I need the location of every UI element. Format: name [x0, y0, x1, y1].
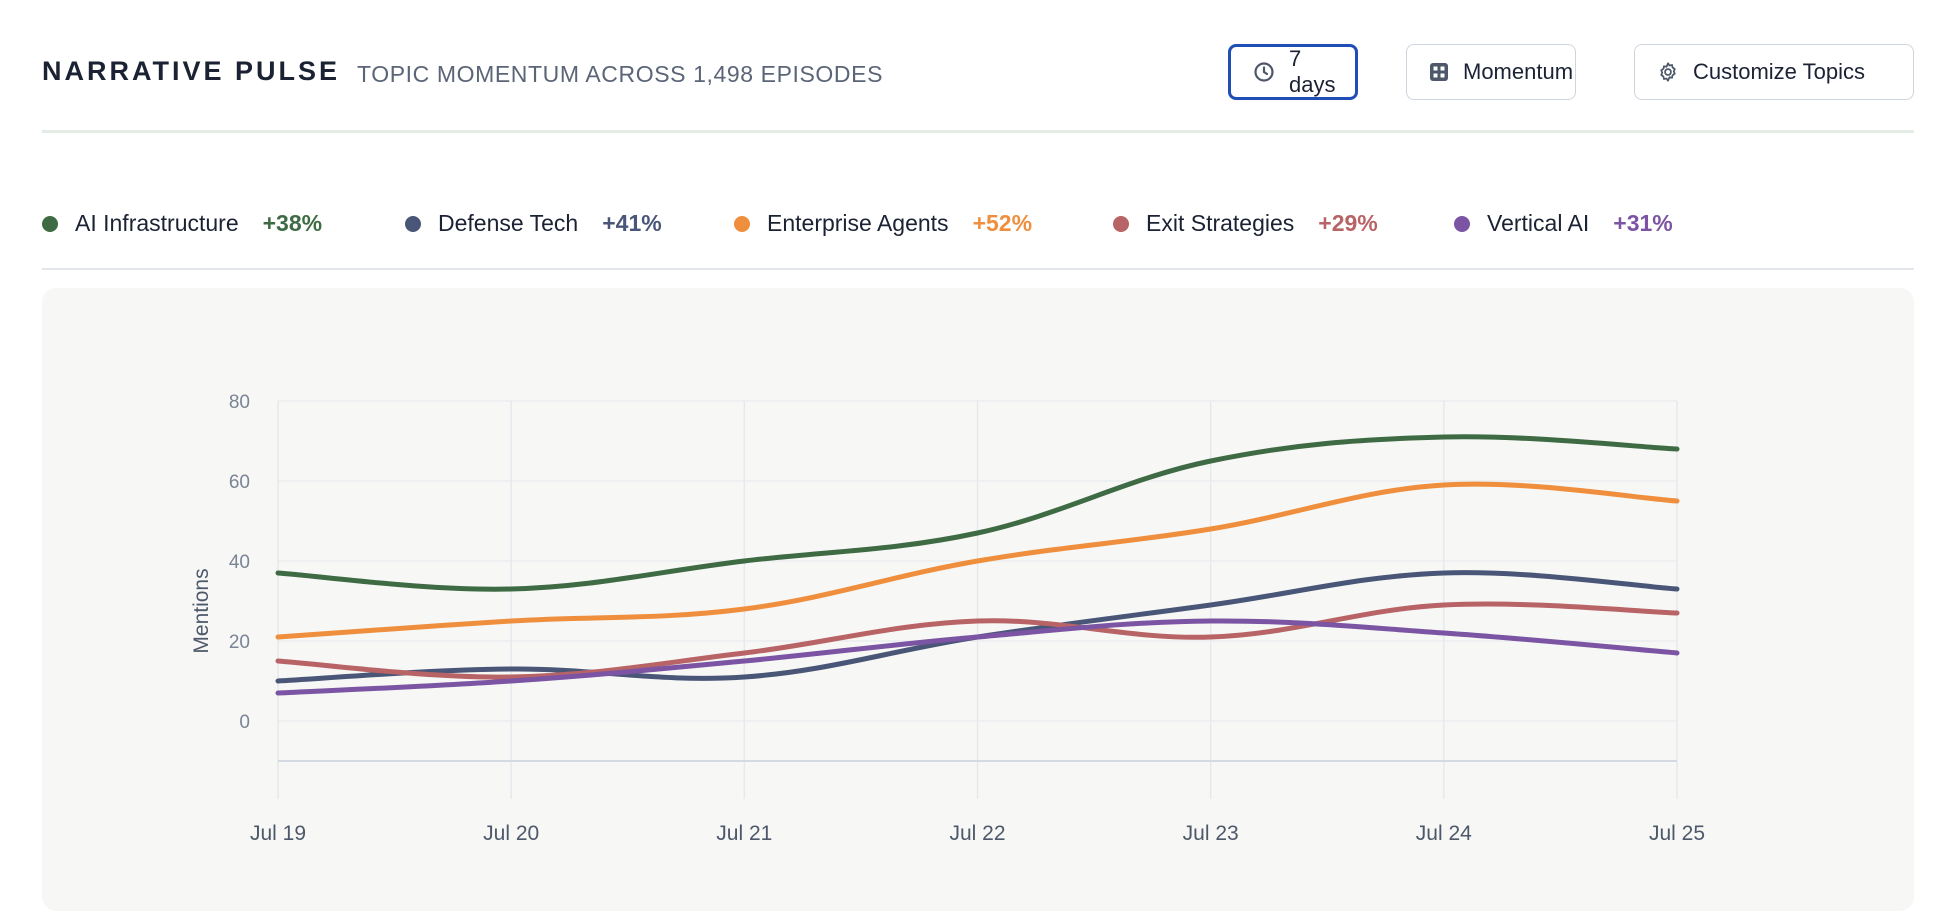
- legend-item-enterprise-agents[interactable]: Enterprise Agents +52%: [734, 210, 1032, 237]
- customize-topics-label: Customize Topics: [1693, 59, 1865, 84]
- y-tick-label: 20: [229, 632, 250, 653]
- range-button-label: 7 days: [1289, 46, 1336, 97]
- legend-dot: [42, 215, 58, 232]
- legend-change: +52%: [972, 210, 1033, 236]
- x-tick-label: Jul 23: [1183, 822, 1239, 845]
- y-tick-label: 0: [239, 712, 250, 733]
- legend-label: Vertical AI: [1487, 210, 1590, 236]
- series-line-enterprise-agents: [275, 481, 1680, 640]
- legend-dot: [1454, 215, 1470, 232]
- x-tick-label: Jul 19: [250, 822, 306, 845]
- legend-change: +29%: [1318, 210, 1378, 236]
- x-tick-label: Jul 24: [1416, 822, 1472, 845]
- page-subtitle: TOPIC MOMENTUM ACROSS 1,498 EPISODES: [357, 61, 884, 87]
- legend-dot: [1113, 215, 1129, 232]
- x-tick-label: Jul 25: [1649, 822, 1705, 845]
- legend-dot: [405, 215, 421, 232]
- chart-legend: AI Infrastructure +38% Defense Tech +41%…: [42, 196, 1914, 270]
- page-title: NARRATIVE PULSE: [42, 56, 341, 86]
- y-tick-label: 80: [229, 392, 250, 413]
- legend-change: +38%: [262, 210, 323, 236]
- legend-label: AI Infrastructure: [75, 210, 239, 236]
- customize-topics-button[interactable]: Customize Topics: [1634, 44, 1914, 100]
- momentum-button-label: Momentum: [1463, 59, 1574, 84]
- grid-icon: [1430, 63, 1448, 81]
- legend-label: Defense Tech: [438, 210, 579, 236]
- series-line-ai-infrastructure: [275, 434, 1680, 592]
- legend-change: +41%: [602, 210, 662, 236]
- y-tick-label: 60: [229, 472, 250, 493]
- legend-label: Exit Strategies: [1146, 210, 1295, 236]
- legend-item-exit-strategies[interactable]: Exit Strategies +29%: [1113, 210, 1378, 237]
- series-line-vertical-ai: [275, 618, 1680, 696]
- clock-icon: [1254, 62, 1274, 82]
- header: NARRATIVE PULSE TOPIC MOMENTUM ACROSS 1,…: [42, 0, 1914, 133]
- x-tick-label: Jul 20: [483, 822, 539, 845]
- gear-icon: [1660, 62, 1676, 82]
- legend-label: Enterprise Agents: [767, 210, 949, 236]
- legend-item-defense-tech[interactable]: Defense Tech +41%: [405, 210, 662, 237]
- range-button[interactable]: 7 days: [1228, 44, 1358, 100]
- x-tick-label: Jul 21: [716, 822, 772, 845]
- legend-item-vertical-ai[interactable]: Vertical AI +31%: [1454, 210, 1673, 237]
- y-axis-label: Mentions: [190, 568, 213, 653]
- legend-dot: [734, 215, 750, 232]
- legend-change: +31%: [1613, 210, 1673, 236]
- momentum-button[interactable]: Momentum: [1406, 44, 1576, 100]
- series-line-exit-strategies: [275, 601, 1680, 680]
- legend-item-ai-infrastructure[interactable]: AI Infrastructure +38%: [42, 210, 322, 237]
- y-tick-label: 40: [229, 552, 250, 573]
- chart-panel: 0 20 40 60 80 Jul 19 Jul 20 Jul 21 Jul 22 Jul 23 J…: [42, 288, 1914, 911]
- momentum-line-chart: 0 20 40 60 80 Jul 19 Jul 20 Jul 21 Jul 22 Jul 23 J…: [190, 392, 1705, 845]
- x-tick-label: Jul 22: [949, 822, 1005, 845]
